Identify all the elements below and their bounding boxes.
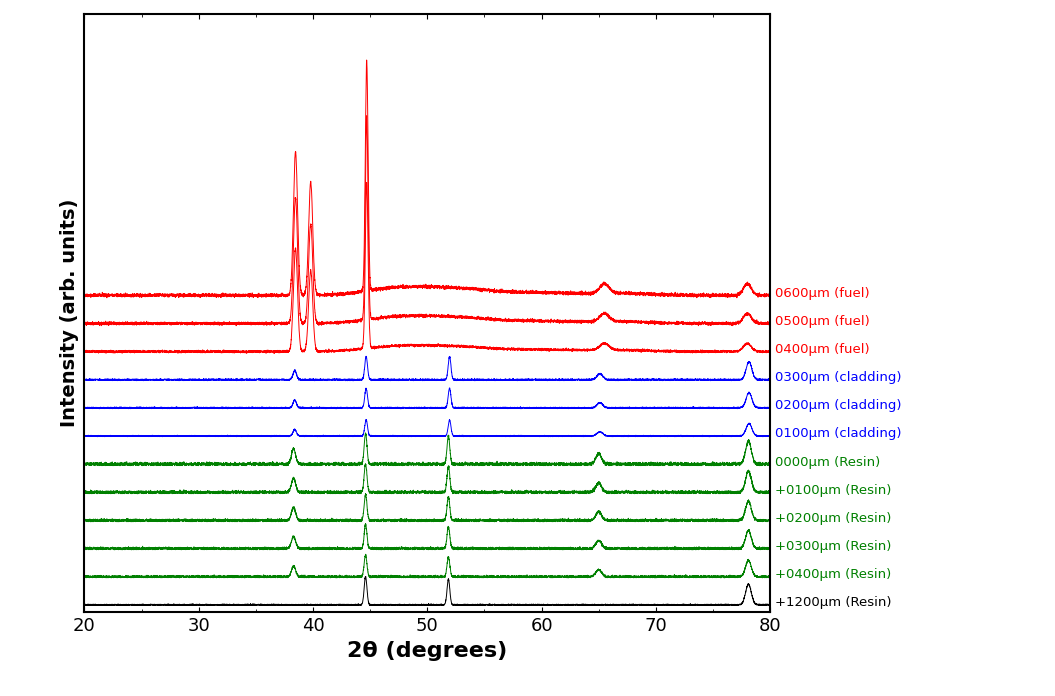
Text: 0000μm (Resin): 0000μm (Resin) — [774, 456, 880, 468]
Text: 0300μm (cladding): 0300μm (cladding) — [774, 371, 901, 384]
Text: +0100μm (Resin): +0100μm (Resin) — [774, 484, 891, 497]
Text: 0100μm (cladding): 0100μm (cladding) — [774, 427, 901, 441]
Text: +1200μm (Resin): +1200μm (Resin) — [774, 596, 891, 609]
Text: 0200μm (cladding): 0200μm (cladding) — [774, 400, 901, 412]
Text: 0600μm (fuel): 0600μm (fuel) — [774, 287, 869, 300]
Text: +0300μm (Resin): +0300μm (Resin) — [774, 540, 891, 553]
Text: 0400μm (fuel): 0400μm (fuel) — [774, 343, 869, 356]
X-axis label: 2θ (degrees): 2θ (degrees) — [347, 641, 507, 661]
Text: 0500μm (fuel): 0500μm (fuel) — [774, 315, 869, 328]
Y-axis label: Intensity (arb. units): Intensity (arb. units) — [60, 199, 79, 427]
Text: +0400μm (Resin): +0400μm (Resin) — [774, 568, 891, 581]
Text: +0200μm (Resin): +0200μm (Resin) — [774, 512, 891, 525]
